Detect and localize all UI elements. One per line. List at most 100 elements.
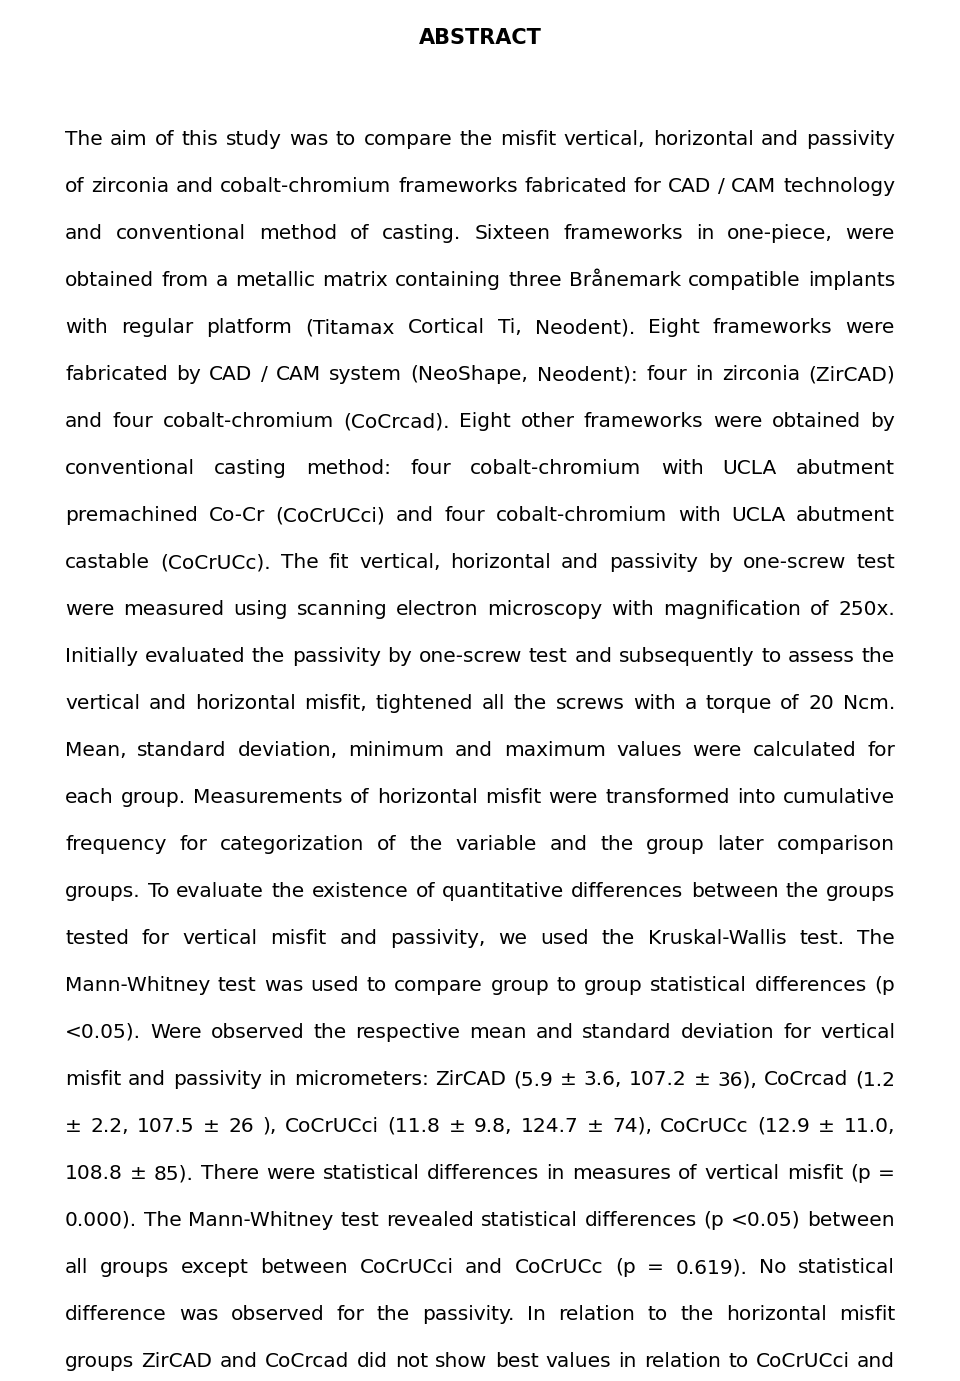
- Text: for: for: [180, 836, 207, 853]
- Text: observed: observed: [210, 1023, 304, 1043]
- Text: passivity: passivity: [292, 648, 381, 666]
- Text: except: except: [180, 1258, 249, 1277]
- Text: one-screw: one-screw: [743, 552, 846, 572]
- Text: later: later: [718, 836, 764, 853]
- Text: statistical: statistical: [798, 1258, 895, 1277]
- Text: was: was: [180, 1305, 219, 1324]
- Text: Eight: Eight: [648, 318, 700, 337]
- Text: casting: casting: [214, 458, 287, 478]
- Text: and: and: [455, 742, 493, 760]
- Text: castable: castable: [65, 552, 150, 572]
- Text: were: were: [692, 742, 742, 760]
- Text: /: /: [718, 177, 725, 196]
- Text: To: To: [148, 882, 169, 900]
- Text: assess: assess: [788, 648, 855, 666]
- Text: Kruskal-Wallis: Kruskal-Wallis: [648, 929, 786, 947]
- Text: CoCrcad: CoCrcad: [764, 1070, 849, 1090]
- Text: the: the: [271, 882, 304, 900]
- Text: the: the: [785, 882, 819, 900]
- Text: UCLA: UCLA: [732, 505, 785, 525]
- Text: of: of: [810, 599, 829, 619]
- Text: 26: 26: [228, 1117, 254, 1137]
- Text: was: was: [264, 976, 303, 994]
- Text: minimum: minimum: [348, 742, 444, 760]
- Text: differences: differences: [427, 1164, 540, 1184]
- Text: other: other: [520, 412, 574, 431]
- Text: 0.000).: 0.000).: [65, 1211, 137, 1230]
- Text: vertical: vertical: [820, 1023, 895, 1043]
- Text: was: was: [289, 130, 328, 149]
- Text: misfit: misfit: [787, 1164, 843, 1184]
- Text: to: to: [557, 976, 577, 994]
- Text: misfit: misfit: [839, 1305, 895, 1324]
- Text: premachined: premachined: [65, 505, 198, 525]
- Text: into: into: [737, 789, 776, 807]
- Text: values: values: [616, 742, 682, 760]
- Text: in: in: [269, 1070, 287, 1090]
- Text: compare: compare: [395, 976, 483, 994]
- Text: ±: ±: [818, 1117, 835, 1137]
- Text: measured: measured: [123, 599, 225, 619]
- Text: for: for: [337, 1305, 365, 1324]
- Text: in: in: [696, 224, 714, 243]
- Text: passivity: passivity: [173, 1070, 262, 1090]
- Text: with: with: [612, 599, 655, 619]
- Text: fabricated: fabricated: [524, 177, 627, 196]
- Text: the: the: [680, 1305, 713, 1324]
- Text: differences: differences: [585, 1211, 697, 1230]
- Text: 250x.: 250x.: [838, 599, 895, 619]
- Text: Initially: Initially: [65, 648, 138, 666]
- Text: The: The: [144, 1211, 181, 1230]
- Text: test: test: [341, 1211, 379, 1230]
- Text: ±: ±: [204, 1117, 220, 1137]
- Text: scanning: scanning: [297, 599, 387, 619]
- Text: we: we: [498, 929, 527, 947]
- Text: ±: ±: [693, 1070, 710, 1090]
- Text: passivity.: passivity.: [422, 1305, 515, 1324]
- Text: 11.0,: 11.0,: [844, 1117, 895, 1137]
- Text: a: a: [684, 695, 697, 713]
- Text: 85).: 85).: [154, 1164, 194, 1184]
- Text: and: and: [149, 695, 186, 713]
- Text: abutment: abutment: [796, 458, 895, 478]
- Text: obtained: obtained: [65, 271, 155, 290]
- Text: The: The: [857, 929, 895, 947]
- Text: measures: measures: [572, 1164, 671, 1184]
- Text: tightened: tightened: [375, 695, 473, 713]
- Text: vertical: vertical: [65, 695, 140, 713]
- Text: conventional: conventional: [116, 224, 246, 243]
- Text: frequency: frequency: [65, 836, 166, 853]
- Text: and: and: [65, 412, 103, 431]
- Text: ±: ±: [65, 1117, 82, 1137]
- Text: of: of: [780, 695, 800, 713]
- Text: variable: variable: [455, 836, 537, 853]
- Text: fit: fit: [328, 552, 348, 572]
- Text: were: were: [267, 1164, 316, 1184]
- Text: and: and: [760, 130, 799, 149]
- Text: The: The: [280, 552, 319, 572]
- Text: relation: relation: [644, 1352, 721, 1371]
- Text: revealed: revealed: [386, 1211, 474, 1230]
- Text: statistical: statistical: [650, 976, 747, 994]
- Text: and: and: [220, 1352, 257, 1371]
- Text: platform: platform: [206, 318, 292, 337]
- Text: Neodent).: Neodent).: [535, 318, 635, 337]
- Text: to: to: [648, 1305, 668, 1324]
- Text: matrix: matrix: [322, 271, 388, 290]
- Text: groups.: groups.: [65, 882, 140, 900]
- Text: four: four: [444, 505, 485, 525]
- Text: with: with: [633, 695, 676, 713]
- Text: 74),: 74),: [612, 1117, 652, 1137]
- Text: Were: Were: [150, 1023, 202, 1043]
- Text: 0.619).: 0.619).: [676, 1258, 748, 1277]
- Text: Mann-Whitney: Mann-Whitney: [188, 1211, 334, 1230]
- Text: show: show: [435, 1352, 488, 1371]
- Text: study: study: [226, 130, 282, 149]
- Text: magnification: magnification: [663, 599, 801, 619]
- Text: zirconia: zirconia: [91, 177, 169, 196]
- Text: group: group: [646, 836, 705, 853]
- Text: one-screw: one-screw: [419, 648, 522, 666]
- Text: passivity: passivity: [610, 552, 698, 572]
- Text: 124.7: 124.7: [520, 1117, 579, 1137]
- Text: frameworks: frameworks: [564, 224, 683, 243]
